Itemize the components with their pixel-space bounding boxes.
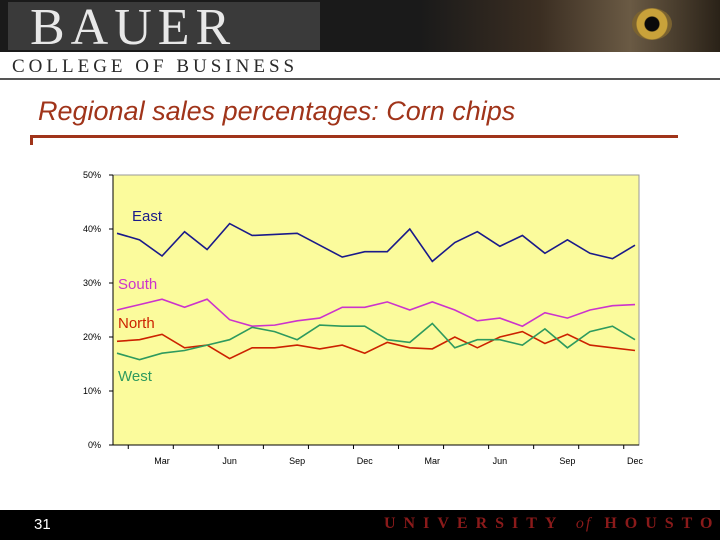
x-tick-label: Dec <box>357 456 374 466</box>
series-lines <box>116 222 636 361</box>
university-of-houston-wordmark: UNIVERSITY of HOUSTON <box>384 515 720 533</box>
logo-box: BAUER <box>8 2 320 54</box>
cougar-eye-image <box>632 8 672 40</box>
series-label-south: South <box>118 276 157 293</box>
x-axis-ticks: Mar Jun Sep Dec Mar Jun Sep Dec <box>127 445 644 466</box>
y-axis-ticks: 0% 10% 20% 30% 40% 50% <box>83 170 113 450</box>
series-label-north: North <box>118 315 155 332</box>
y-tick-label: 30% <box>83 278 101 288</box>
header-banner: BAUER <box>0 0 720 54</box>
y-tick-label: 0% <box>88 440 101 450</box>
series-line-south <box>116 298 636 328</box>
header-divider <box>0 78 720 80</box>
x-tick-label: Mar <box>154 456 170 466</box>
x-tick-label: Sep <box>289 456 305 466</box>
series-line-east <box>116 222 636 263</box>
title-underline <box>30 135 678 138</box>
x-tick-label: Jun <box>222 456 237 466</box>
header-photo <box>420 0 720 52</box>
houston-word: HOUSTON <box>604 515 720 532</box>
series-labels: East South North West <box>118 208 163 385</box>
x-tick-label: Mar <box>425 456 441 466</box>
of-word: of <box>575 515 593 532</box>
series-line-west <box>116 322 636 361</box>
college-subtitle: COLLEGE OF BUSINESS <box>12 56 299 77</box>
slide-title: Regional sales percentages: Corn chips <box>38 96 516 126</box>
series-label-east: East <box>132 208 163 225</box>
x-tick-label: Dec <box>627 456 644 466</box>
title-underline-tick <box>30 135 33 145</box>
y-tick-label: 20% <box>83 332 101 342</box>
footer-bar: 31 UNIVERSITY of HOUSTON <box>0 510 720 540</box>
y-tick-label: 50% <box>83 170 101 180</box>
y-tick-label: 10% <box>83 386 101 396</box>
y-tick-label: 40% <box>83 224 101 234</box>
page-number: 31 <box>34 516 51 533</box>
sales-line-chart: 0% 10% 20% 30% 40% 50% Mar Jun Sep Dec Mar Jun Sep D… <box>83 170 644 466</box>
plot-area <box>112 174 640 446</box>
x-tick-label: Jun <box>493 456 508 466</box>
university-word: UNIVERSITY <box>384 515 564 532</box>
series-label-west: West <box>118 368 153 385</box>
header: BAUER COLLEGE OF BUSINESS <box>0 0 720 80</box>
logo-text: BAUER <box>30 0 237 56</box>
x-tick-label: Sep <box>559 456 575 466</box>
